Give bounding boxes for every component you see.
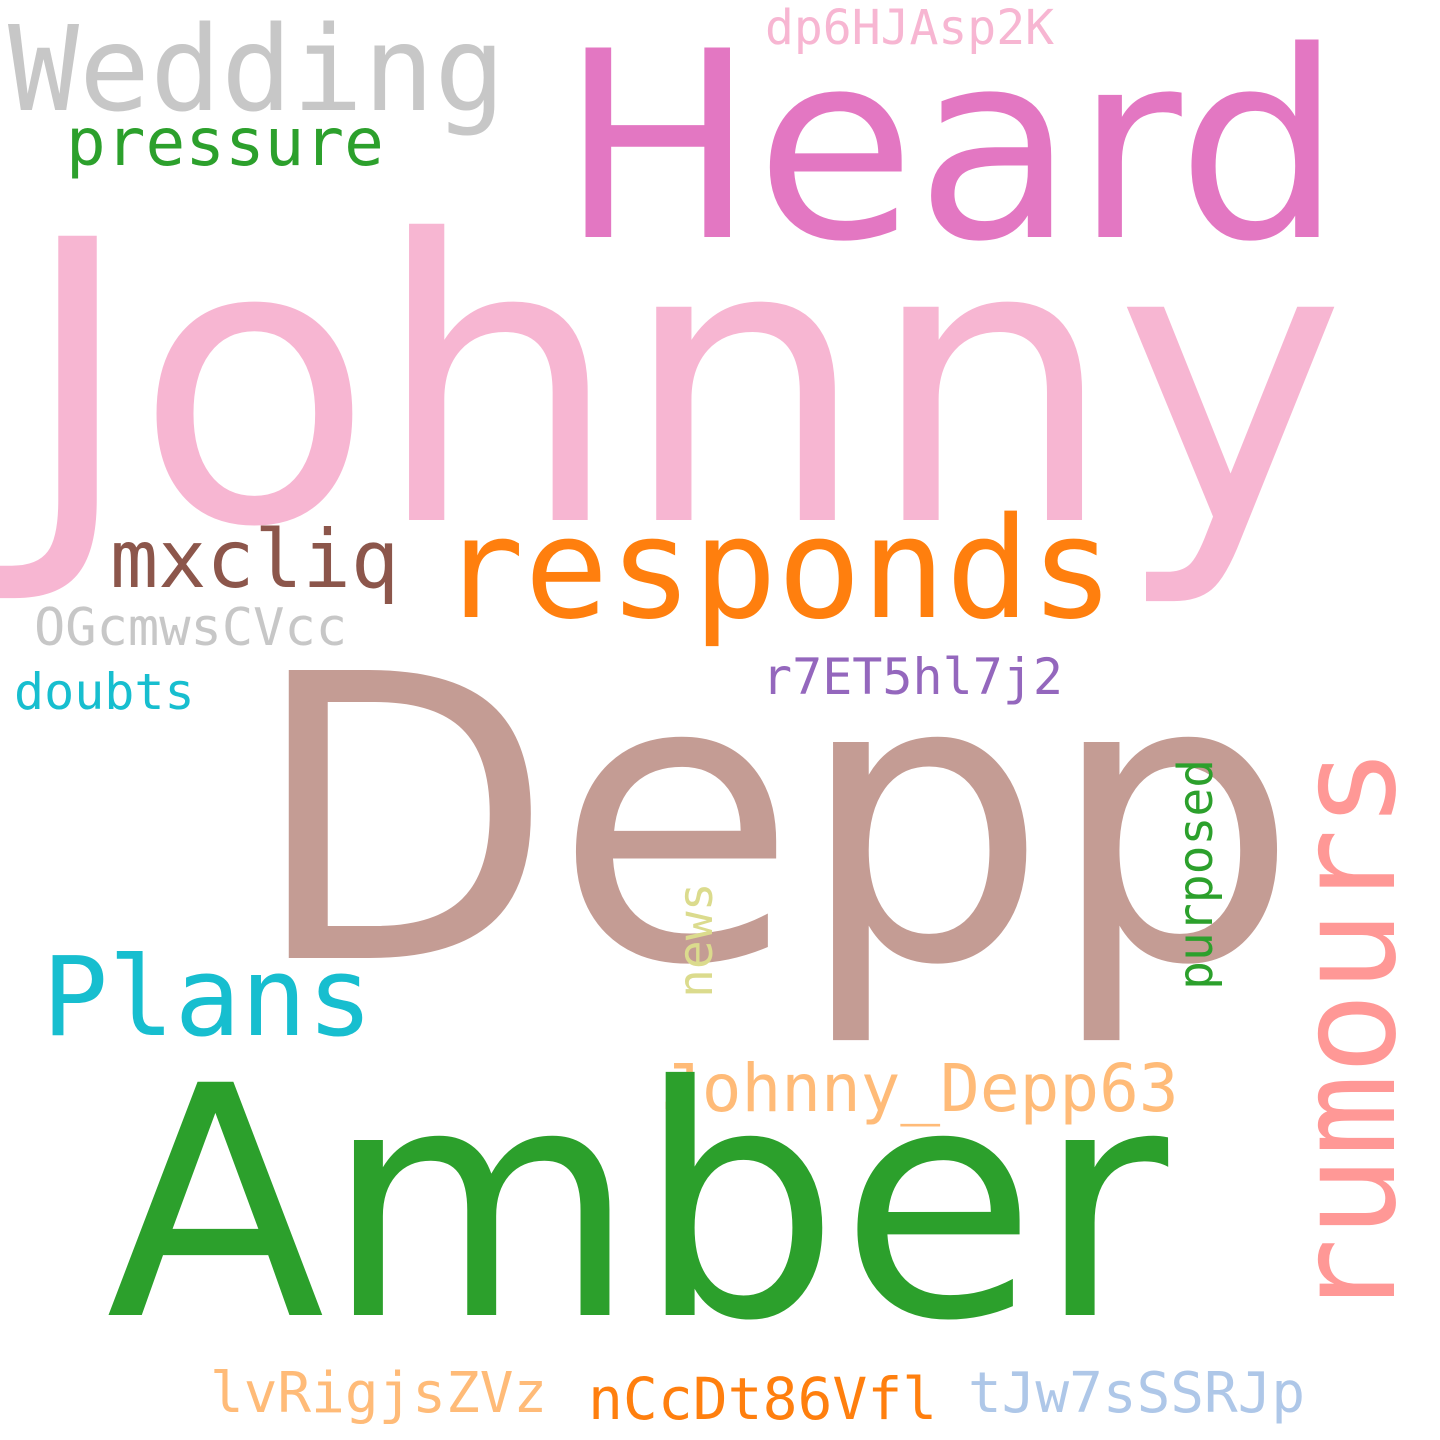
word-pressure: pressure	[66, 104, 384, 181]
word-nccdt86vfl: nCcDt86Vfl	[588, 1365, 938, 1433]
word-doubts: doubts	[14, 663, 195, 721]
word-plans: Plans	[42, 933, 374, 1061]
word-dp6hjasp2k: dp6HJAsp2K	[765, 0, 1054, 56]
word-lvrigjszvz: lvRigjsZVz	[210, 1361, 548, 1426]
word-mxcliq: mxcliq	[110, 513, 399, 606]
word-rumours: rumours	[1269, 746, 1427, 1320]
word-depp: Depp	[250, 592, 1299, 1052]
word-johnny-depp63: Johnny_Depp63	[662, 1050, 1179, 1127]
word-responds: responds	[440, 488, 1115, 651]
word-news: news	[668, 882, 724, 998]
word-r7et5hl7j2: r7ET5hl7j2	[762, 648, 1064, 706]
word-wedding: Wedding	[8, 0, 506, 138]
word-tjw7sssrjp: tJw7sSSRJp	[968, 1361, 1306, 1426]
word-amber: Amber	[106, 1019, 1169, 1391]
word-ogcmwscvcc: OGcmwsCVcc	[34, 598, 348, 658]
word-johnny: Johnny	[20, 158, 1346, 612]
word-purposed: purposed	[1168, 758, 1224, 990]
word-heard: Heard	[560, 0, 1343, 299]
